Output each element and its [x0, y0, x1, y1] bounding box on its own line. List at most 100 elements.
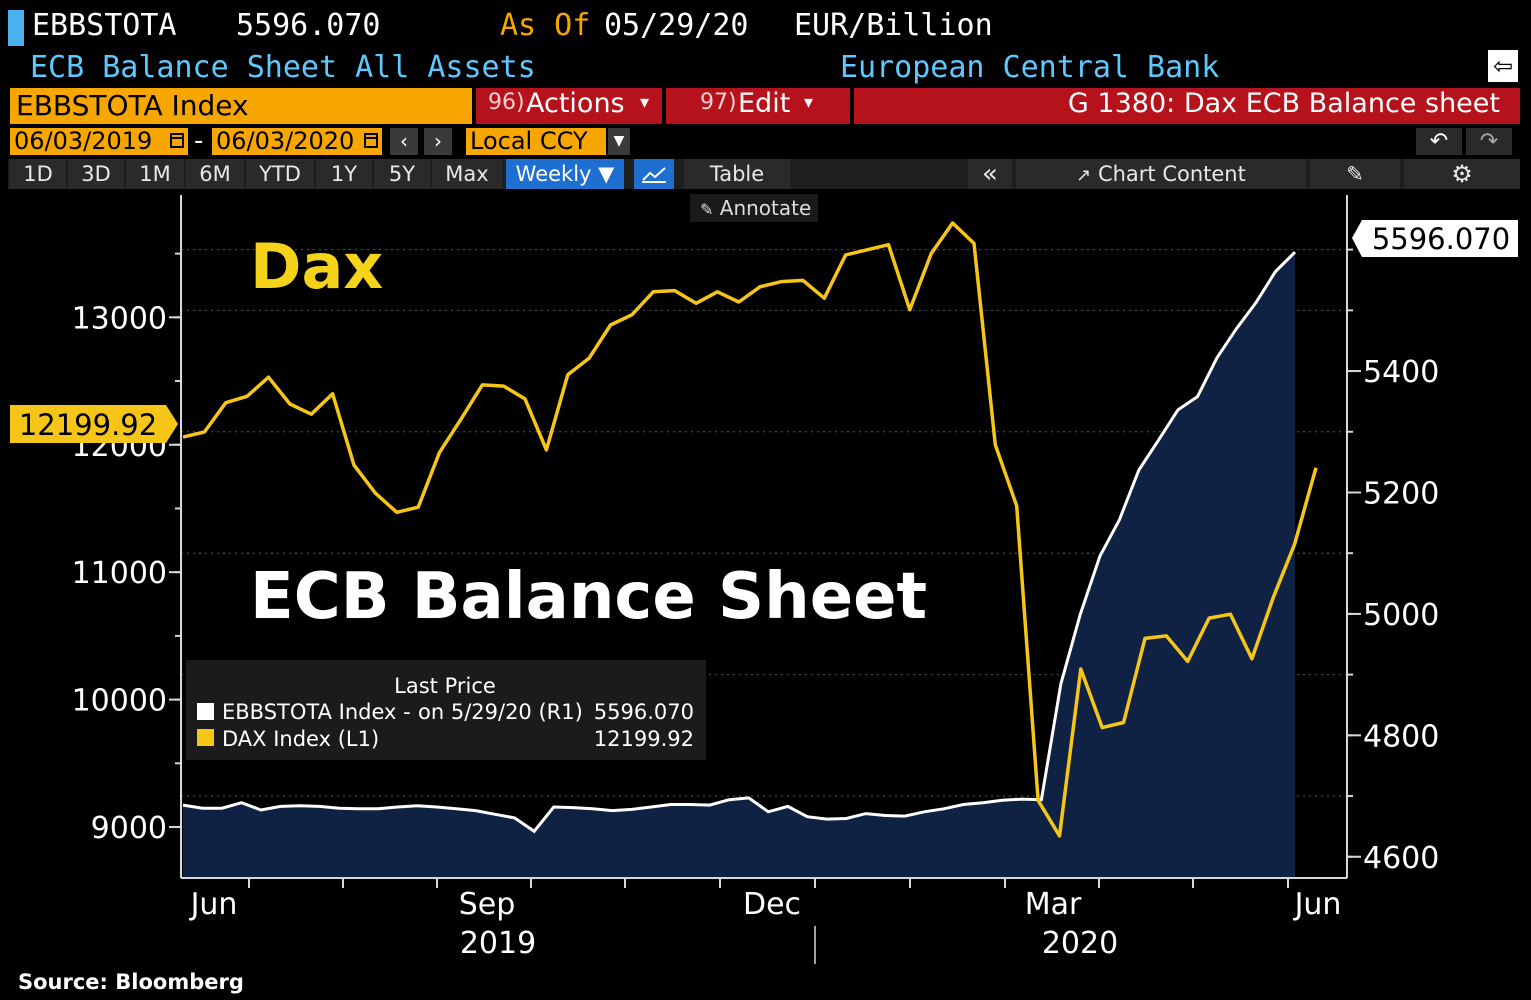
- x-year-label: 2020: [1042, 926, 1118, 961]
- data-provider: European Central Bank: [840, 50, 1220, 85]
- calendar-icon[interactable]: [170, 133, 184, 148]
- range-max[interactable]: Max: [432, 159, 502, 189]
- left-tick-label: 10000: [72, 684, 167, 719]
- range-1m[interactable]: 1M: [126, 159, 184, 189]
- graph-title-bar: G 1380: Dax ECB Balance sheet: [854, 88, 1520, 124]
- gear-icon[interactable]: ⚙: [1404, 159, 1520, 189]
- frequency-label: Weekly: [515, 162, 592, 186]
- actions-menu-button[interactable]: 96) Actions ▾: [476, 88, 662, 124]
- start-date-text: 06/03/2019: [14, 127, 153, 155]
- legend-title: Last Price: [394, 674, 496, 698]
- x-tick-label: Mar: [1025, 887, 1082, 922]
- right-axis-ticks: 4600 4800 5000 5200 5400: [1347, 248, 1439, 876]
- left-tick-label: 11000: [72, 556, 167, 591]
- ecb-area-fill: [183, 252, 1295, 879]
- legend-swatch-ecb: [197, 703, 214, 720]
- actions-label: Actions: [526, 88, 625, 119]
- chevron-left-icon[interactable]: ‹: [390, 128, 418, 155]
- chevron-right-icon[interactable]: ›: [424, 128, 452, 155]
- annotate-label: Annotate: [719, 196, 812, 220]
- end-date-text: 06/03/2020: [216, 127, 355, 155]
- edit-menu-button[interactable]: 97) Edit ▾: [666, 88, 850, 124]
- units-label: EUR/Billion: [794, 8, 993, 43]
- legend-ecb-value: 5596.070: [594, 700, 694, 724]
- as-of-date: 05/29/20: [604, 8, 749, 43]
- x-tick-label: Jun: [1293, 887, 1342, 922]
- legend-box: [186, 660, 706, 760]
- range-3d[interactable]: 3D: [68, 159, 124, 189]
- start-date-field[interactable]: 06/03/2019: [10, 127, 188, 155]
- chevron-down-icon: ▾: [640, 92, 650, 113]
- chart-content-button[interactable]: ↗ Chart Content: [1016, 159, 1306, 189]
- redo-icon[interactable]: ↷: [1466, 128, 1512, 155]
- currency-text: Local CCY: [470, 127, 588, 155]
- pencil-icon: ✎: [700, 200, 714, 219]
- legend-dax-value: 12199.92: [594, 727, 694, 751]
- legend: Last Price EBBSTOTA Index - on 5/29/20 (…: [186, 660, 706, 760]
- table-button[interactable]: Table: [684, 159, 790, 189]
- frequency-select[interactable]: Weekly ▼: [506, 159, 624, 189]
- range-1y[interactable]: 1Y: [316, 159, 372, 189]
- collapse-double-chevron-icon[interactable]: «: [968, 159, 1012, 189]
- line-chart-glyph: [642, 167, 666, 183]
- chart-content-label: Chart Content: [1097, 162, 1246, 186]
- right-last-value: 5596.070: [1372, 222, 1510, 256]
- range-1d[interactable]: 1D: [10, 159, 66, 189]
- actions-shortcut: 96): [488, 90, 525, 115]
- ticker-symbol: EBBSTOTA: [32, 8, 177, 43]
- ticker-accent-bar: [8, 10, 24, 46]
- x-tick-label: Sep: [459, 887, 516, 922]
- source-note: Source: Bloomberg: [18, 970, 244, 994]
- ecb-series-line: [182, 251, 1297, 834]
- legend-ecb-meta: on 5/29/20 (R1): [418, 700, 583, 724]
- edit-chart-icon[interactable]: ✎: [1310, 159, 1400, 189]
- right-tick-label: 5200: [1363, 476, 1439, 511]
- right-last-value-tag: 5596.070: [1352, 220, 1518, 257]
- dax-series-line: [182, 221, 1318, 838]
- undo-icon[interactable]: ↶: [1416, 128, 1462, 155]
- security-input[interactable]: EBBSTOTA Index: [10, 88, 472, 124]
- right-tick-label: 4800: [1363, 719, 1439, 754]
- x-year-label: 2019: [460, 926, 536, 961]
- chevron-down-icon: ▼: [598, 162, 615, 186]
- last-value: 5596.070: [236, 8, 381, 43]
- range-5y[interactable]: 5Y: [374, 159, 430, 189]
- chart-content-icon: ↗: [1076, 165, 1092, 186]
- back-arrow-icon[interactable]: ⇦: [1488, 50, 1518, 82]
- right-tick-label: 4600: [1363, 841, 1439, 876]
- x-tick-label: Jun: [189, 887, 238, 922]
- left-tick-label: 13000: [72, 301, 167, 336]
- security-input-text: EBBSTOTA Index: [16, 89, 249, 122]
- legend-dax-name: DAX Index (L1): [222, 727, 379, 751]
- left-last-value-tag: 12199.92: [10, 405, 178, 443]
- graph-title: G 1380: Dax ECB Balance sheet: [1067, 88, 1500, 119]
- security-description: ECB Balance Sheet All Assets: [30, 50, 536, 85]
- annotate-button[interactable]: ✎ Annotate: [690, 194, 818, 222]
- grid-lines: [181, 249, 1347, 797]
- end-date-field[interactable]: 06/03/2020: [212, 127, 382, 155]
- x-tick-label: Dec: [743, 887, 801, 922]
- legend-swatch-dax: [197, 729, 214, 746]
- right-tick-label: 5000: [1363, 598, 1439, 633]
- range-6m[interactable]: 6M: [186, 159, 244, 189]
- legend-ecb-name: EBBSTOTA Index -: [222, 700, 411, 724]
- ecb-annotation: ECB Balance Sheet: [250, 560, 927, 634]
- left-axis-ticks: 9000 10000 11000 12000 13000: [72, 252, 181, 846]
- axes: [180, 195, 1348, 964]
- chevron-down-icon: ▾: [804, 92, 814, 113]
- date-range-separator: -: [194, 126, 204, 156]
- left-tick-label: 12000: [72, 429, 167, 464]
- x-axis-ticks: Jun Sep Dec Mar Jun: [189, 878, 1342, 922]
- edit-shortcut: 97): [700, 90, 737, 115]
- right-tick-label: 5400: [1363, 355, 1439, 390]
- line-chart-icon[interactable]: [634, 159, 674, 189]
- currency-select[interactable]: Local CCY: [466, 127, 606, 155]
- as-of-label: As Of: [500, 8, 591, 43]
- chevron-down-icon[interactable]: ▼: [608, 128, 630, 155]
- left-last-value: 12199.92: [19, 408, 157, 442]
- range-ytd[interactable]: YTD: [246, 159, 314, 189]
- calendar-icon[interactable]: [364, 133, 378, 148]
- dax-annotation: Dax: [250, 230, 383, 303]
- left-tick-label: 9000: [91, 811, 167, 846]
- edit-label: Edit: [738, 88, 791, 119]
